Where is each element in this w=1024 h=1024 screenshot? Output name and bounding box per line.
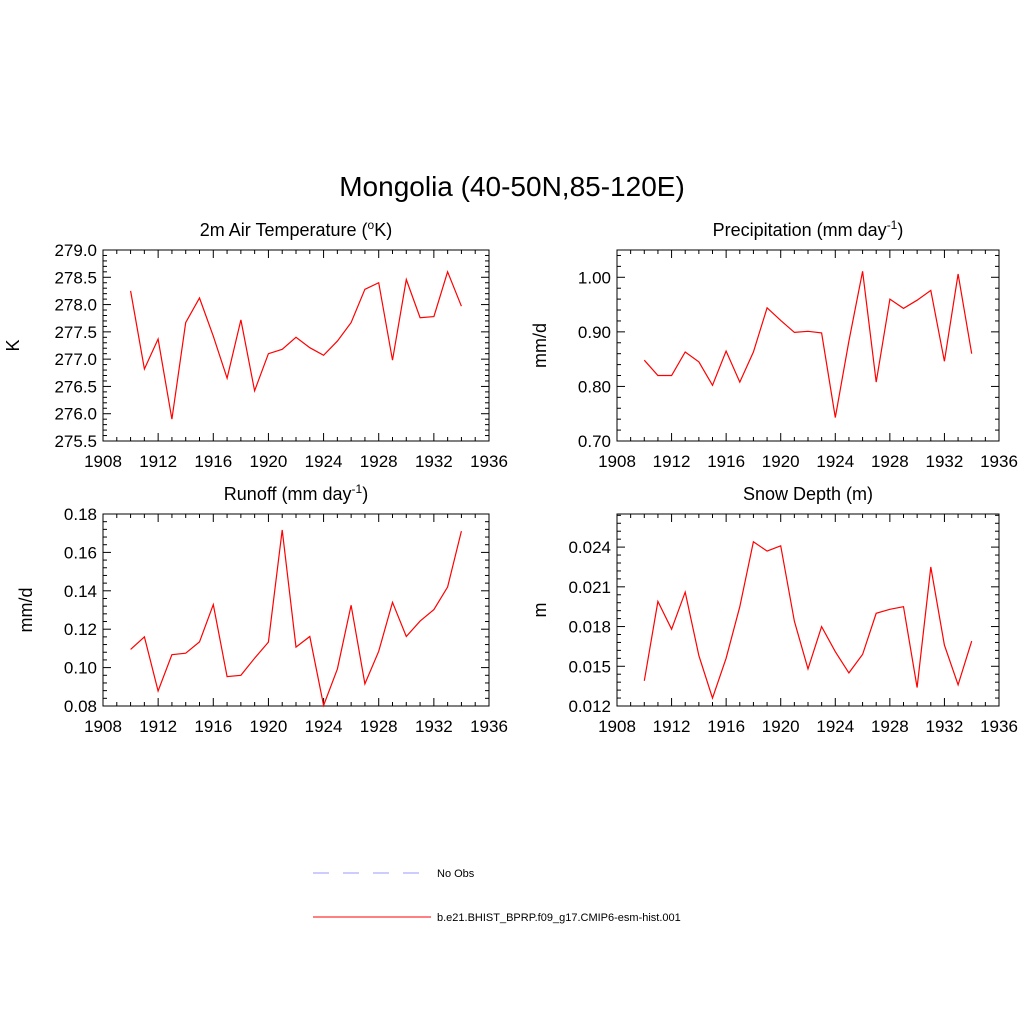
x-tick-label: 1932 <box>415 717 453 736</box>
y-axis-label: mm/d <box>16 588 36 633</box>
y-tick-label: 0.12 <box>64 620 97 639</box>
y-tick-label: 0.018 <box>568 618 611 637</box>
panel-snow-depth: 1908 1912 1916 1920 1924 1928 1932 1936 0.012 0.0… <box>530 484 1018 736</box>
y-tick-label: 0.10 <box>64 659 97 678</box>
y-tick-label: 0.18 <box>64 505 97 524</box>
x-tick-label: 1912 <box>653 717 691 736</box>
x-tick-label: 1908 <box>598 717 636 736</box>
x-tick-label: 1928 <box>871 717 909 736</box>
x-tick-label: 1920 <box>250 452 288 471</box>
x-tick-label: 1936 <box>470 452 508 471</box>
x-tick-label: 1920 <box>762 452 800 471</box>
x-tick-label: 1916 <box>194 717 232 736</box>
x-tick-label: 1912 <box>139 717 177 736</box>
y-tick-label: 276.0 <box>54 405 97 424</box>
legend: No Obs b.e21.BHIST_BPRP.f09_g17.CMIP6-es… <box>313 868 681 924</box>
x-tick-label: 1932 <box>926 452 964 471</box>
y-tick-label: 0.021 <box>568 578 611 597</box>
panel-title: Runoff (mm day-1) <box>224 482 368 504</box>
series-line <box>643 540 973 701</box>
x-tick-label: 1928 <box>871 452 909 471</box>
x-tick-label: 1924 <box>816 452 854 471</box>
x-tick-label: 1908 <box>84 452 122 471</box>
panel-title: Precipitation (mm day-1) <box>713 218 904 240</box>
x-tick-label: 1924 <box>305 452 343 471</box>
x-tick-label: 1936 <box>980 452 1018 471</box>
series-line <box>643 271 973 418</box>
y-tick-label: 0.16 <box>64 543 97 562</box>
y-tick-label: 0.70 <box>578 432 611 451</box>
legend-label-no-obs: No Obs <box>437 868 475 880</box>
x-tick-label: 1908 <box>84 717 122 736</box>
x-tick-label: 1916 <box>707 717 745 736</box>
y-tick-label: 276.5 <box>54 377 97 396</box>
series-line <box>130 269 462 420</box>
y-axis-label: K <box>3 339 23 351</box>
y-tick-label: 0.015 <box>568 657 611 676</box>
legend-label-model: b.e21.BHIST_BPRP.f09_g17.CMIP6-esm-hist.… <box>437 912 681 924</box>
y-tick-label: 279.0 <box>54 241 97 260</box>
y-tick-label: 277.0 <box>54 350 97 369</box>
y-tick-label: 0.14 <box>64 582 97 601</box>
y-tick-label: 0.012 <box>568 697 611 716</box>
x-tick-label: 1916 <box>707 452 745 471</box>
panel-title: Snow Depth (m) <box>743 484 873 504</box>
y-tick-label: 1.00 <box>578 268 611 287</box>
x-tick-label: 1912 <box>139 452 177 471</box>
plot-frame <box>616 513 1000 707</box>
x-tick-label: 1924 <box>305 717 343 736</box>
y-tick-label: 0.08 <box>64 697 97 716</box>
x-tick-label: 1928 <box>360 452 398 471</box>
x-tick-label: 1936 <box>470 717 508 736</box>
panel-precipitation: 1908 1912 1916 1920 1924 1928 1932 1936 0.70 0.80… <box>530 218 1018 471</box>
figure-title: Mongolia (40-50N,85-120E) <box>339 171 685 202</box>
y-tick-label: 0.024 <box>568 538 611 557</box>
x-tick-label: 1936 <box>980 717 1018 736</box>
y-tick-label: 0.80 <box>578 377 611 396</box>
y-axis-label: m <box>530 603 550 618</box>
plot-frame <box>102 513 490 707</box>
y-tick-label: 275.5 <box>54 432 97 451</box>
y-tick-label: 0.90 <box>578 323 611 342</box>
panel-temperature: 1908 1912 1916 1920 1924 1928 1932 1936 275.5 276… <box>3 218 508 471</box>
panel-runoff: 1908 1912 1916 1920 1924 1928 1932 1936 0.08 0.10… <box>16 482 508 736</box>
y-tick-label: 278.0 <box>54 296 97 315</box>
x-tick-label: 1920 <box>250 717 288 736</box>
x-tick-label: 1920 <box>762 717 800 736</box>
y-tick-label: 278.5 <box>54 268 97 287</box>
x-tick-label: 1912 <box>653 452 691 471</box>
y-tick-label: 277.5 <box>54 323 97 342</box>
y-axis-label: mm/d <box>530 323 550 368</box>
x-tick-label: 1928 <box>360 717 398 736</box>
x-tick-label: 1916 <box>194 452 232 471</box>
panel-title: 2m Air Temperature (oK) <box>200 218 392 240</box>
x-tick-label: 1908 <box>598 452 636 471</box>
x-tick-label: 1924 <box>816 717 854 736</box>
plot-frame <box>102 249 490 442</box>
x-tick-label: 1932 <box>926 717 964 736</box>
series-line <box>130 529 462 708</box>
x-tick-label: 1932 <box>415 452 453 471</box>
